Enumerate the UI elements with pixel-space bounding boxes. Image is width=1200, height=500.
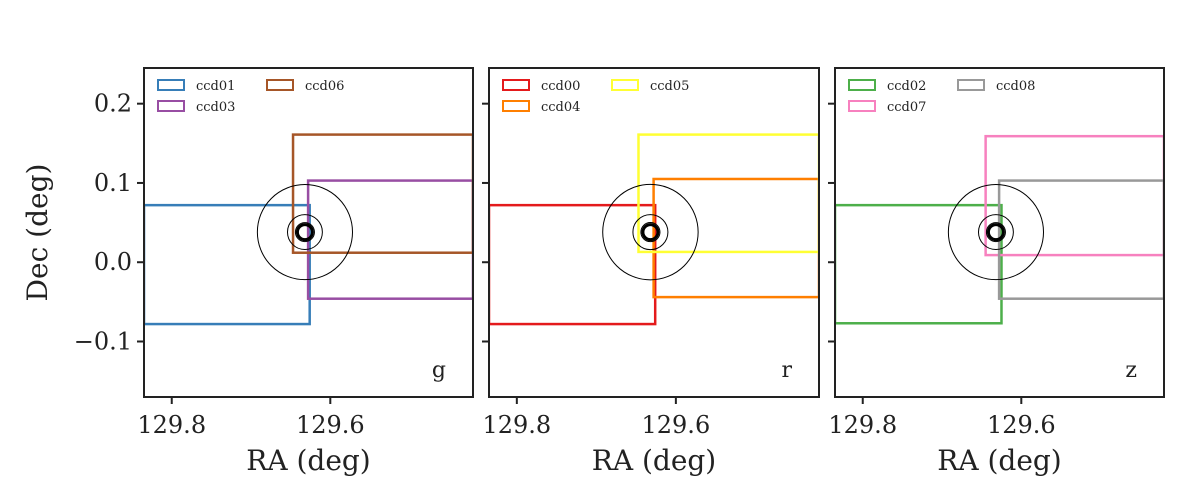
footprint-ccd01 — [144, 203, 311, 326]
y-tick-label: 0.0 — [94, 248, 132, 276]
legend: ccd00 ccd04 ccd05 — [502, 79, 689, 115]
panel-z: 129.8 129.6 RA (deg) z ccd02 ccd07 ccd08 — [828, 67, 1165, 477]
aperture-circle-0 — [640, 222, 661, 243]
x-axis-title: RA (deg) — [246, 444, 370, 477]
legend: ccd01 ccd03 ccd06 — [157, 79, 344, 115]
x-tick-label: 129.8 — [828, 411, 897, 439]
x-tick-label: 129.8 — [482, 411, 551, 439]
band-label: z — [1125, 358, 1137, 383]
aperture-circle-1 — [286, 214, 323, 251]
axes-frame — [143, 67, 474, 398]
y-tick-label: 0.1 — [94, 169, 132, 197]
y-tick-label: 0.2 — [94, 90, 132, 118]
footprint-ccd05 — [637, 133, 819, 254]
panel-r: 129.8 129.6 RA (deg) r ccd00 ccd04 ccd05 — [482, 67, 820, 477]
target-marker — [295, 223, 314, 242]
x-axis-title: RA (deg) — [592, 444, 716, 477]
aperture-circle-1 — [977, 214, 1014, 251]
footprint-ccd02 — [835, 203, 1003, 325]
legend-swatch-ccd02 — [848, 79, 876, 91]
aperture-circle-2 — [256, 184, 353, 281]
footprint-ccd03 — [306, 179, 473, 300]
plot-area — [489, 133, 819, 326]
legend-swatch-ccd04 — [502, 100, 530, 112]
plot-area — [835, 134, 1164, 325]
aperture-circle-2 — [947, 184, 1044, 281]
band-label: g — [432, 358, 446, 383]
aperture-circle-1 — [632, 214, 669, 251]
y-axis-title: Dec (deg) — [21, 164, 54, 302]
legend: ccd02 ccd07 ccd08 — [848, 79, 1035, 115]
plot-area — [144, 133, 473, 326]
y-tick-label: −0.1 — [74, 328, 132, 356]
legend-label-ccd05: ccd05 — [650, 79, 689, 94]
footprint-ccd07 — [984, 134, 1164, 257]
legend-label-ccd00: ccd00 — [541, 79, 580, 94]
aperture-circle-0 — [294, 222, 315, 243]
axes-frame — [834, 67, 1165, 398]
legend-label-ccd04: ccd04 — [541, 100, 580, 115]
x-tick-label: 129.6 — [987, 411, 1056, 439]
legend-label-ccd08: ccd08 — [996, 79, 1035, 94]
footprint-ccd08 — [997, 179, 1164, 300]
legend-swatch-ccd00 — [502, 79, 530, 91]
legend-swatch-ccd01 — [157, 79, 185, 91]
x-tick-label: 129.8 — [137, 411, 206, 439]
legend-swatch-ccd03 — [157, 100, 185, 112]
legend-swatch-ccd08 — [957, 79, 985, 91]
band-label: r — [781, 358, 792, 383]
legend-label-ccd07: ccd07 — [887, 100, 926, 115]
legend-swatch-ccd07 — [848, 100, 876, 112]
x-tick-label: 129.6 — [642, 411, 711, 439]
axes-frame — [488, 67, 820, 398]
footprint-ccd04 — [652, 177, 819, 299]
legend-label-ccd03: ccd03 — [196, 100, 235, 115]
aperture-circle-0 — [985, 222, 1006, 243]
legend-label-ccd01: ccd01 — [196, 79, 235, 94]
legend-swatch-ccd05 — [611, 79, 639, 91]
target-marker — [641, 223, 660, 242]
footprint-ccd06 — [291, 133, 473, 254]
legend-swatch-ccd06 — [266, 79, 294, 91]
footprint-ccd00 — [489, 203, 657, 326]
target-marker — [986, 223, 1005, 242]
legend-label-ccd02: ccd02 — [887, 79, 926, 94]
panel-g: 129.8 129.6 −0.1 0.0 0.1 0.2 RA (deg) Dec (deg)… — [21, 67, 474, 477]
aperture-circle-2 — [602, 183, 699, 281]
x-tick-label: 129.6 — [296, 411, 365, 439]
legend-label-ccd06: ccd06 — [305, 79, 344, 94]
x-axis-title: RA (deg) — [937, 444, 1061, 477]
